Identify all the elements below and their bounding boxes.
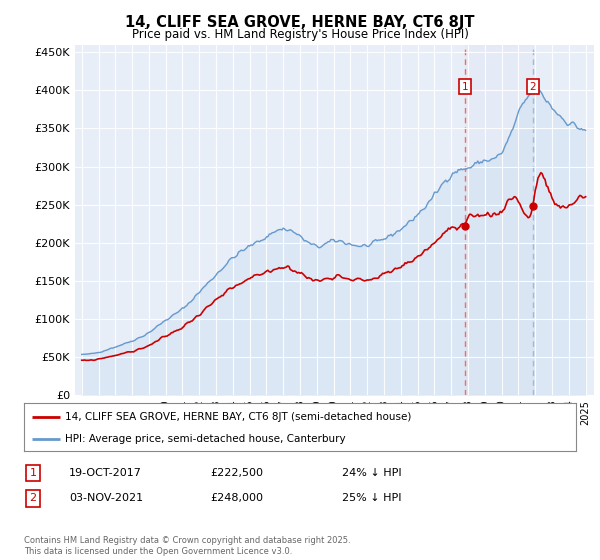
Text: 24% ↓ HPI: 24% ↓ HPI [342, 468, 401, 478]
Text: 2: 2 [529, 82, 536, 92]
Text: 19-OCT-2017: 19-OCT-2017 [69, 468, 142, 478]
Text: 1: 1 [461, 82, 468, 92]
Text: HPI: Average price, semi-detached house, Canterbury: HPI: Average price, semi-detached house,… [65, 434, 346, 444]
Text: £222,500: £222,500 [210, 468, 263, 478]
Text: Price paid vs. HM Land Registry's House Price Index (HPI): Price paid vs. HM Land Registry's House … [131, 28, 469, 41]
Text: £248,000: £248,000 [210, 493, 263, 503]
Bar [464, 45, 533, 395]
Text: Contains HM Land Registry data © Crown copyright and database right 2025.
This d: Contains HM Land Registry data © Crown c… [24, 536, 350, 556]
Text: 1: 1 [29, 468, 37, 478]
Text: 03-NOV-2021: 03-NOV-2021 [69, 493, 143, 503]
Text: 14, CLIFF SEA GROVE, HERNE BAY, CT6 8JT (semi-detached house): 14, CLIFF SEA GROVE, HERNE BAY, CT6 8JT … [65, 412, 412, 422]
Text: 2: 2 [29, 493, 37, 503]
Text: 25% ↓ HPI: 25% ↓ HPI [342, 493, 401, 503]
Text: 14, CLIFF SEA GROVE, HERNE BAY, CT6 8JT: 14, CLIFF SEA GROVE, HERNE BAY, CT6 8JT [125, 15, 475, 30]
